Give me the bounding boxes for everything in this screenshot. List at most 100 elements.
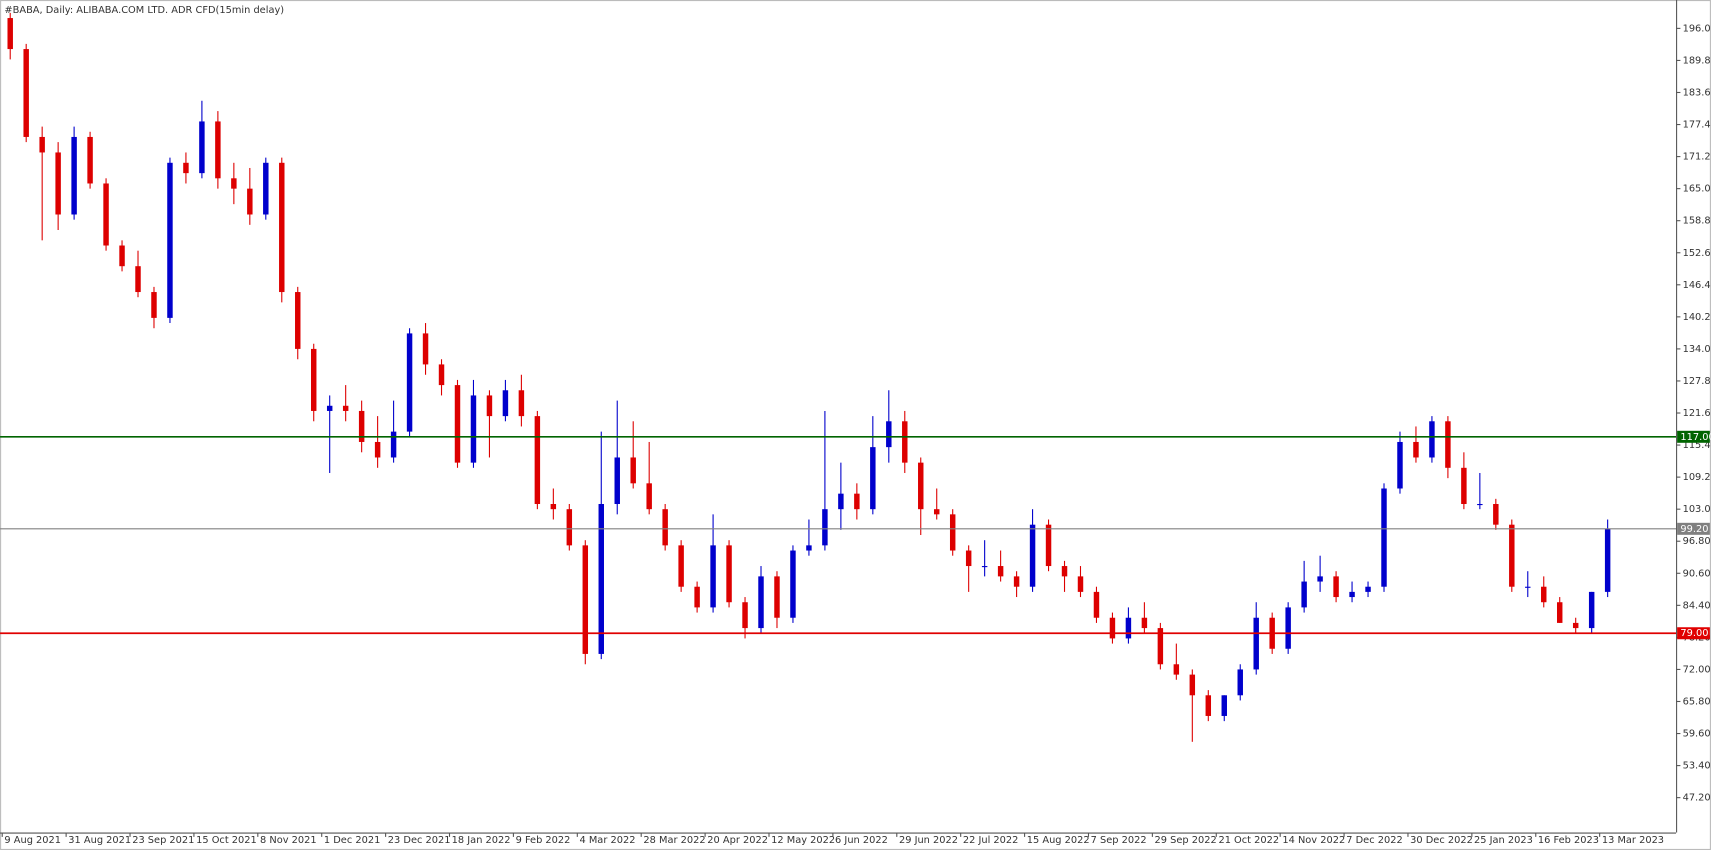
y-tick-label: 152.60	[1683, 248, 1711, 259]
y-tick-label: 96.80	[1683, 536, 1711, 547]
x-tick-label: 29 Sep 2022	[1155, 835, 1217, 846]
candle-body	[997, 566, 1004, 577]
candle-body	[342, 405, 349, 411]
candle-body	[71, 136, 77, 215]
candle-body	[103, 183, 109, 246]
candle-body	[742, 602, 748, 629]
candle-body	[1045, 524, 1052, 567]
candle-body	[1397, 441, 1403, 489]
candle-body	[886, 421, 892, 448]
y-tick-label: 165.00	[1683, 184, 1711, 195]
candle-body	[902, 421, 908, 463]
candle-body	[1556, 602, 1563, 623]
candle-body	[87, 136, 93, 184]
candle-body	[1237, 669, 1243, 696]
x-tick-label: 15 Oct 2021	[196, 835, 257, 846]
y-tick-label: 121.60	[1683, 408, 1711, 419]
x-tick-label: 28 Mar 2022	[643, 835, 705, 846]
candle-body	[1333, 576, 1339, 598]
x-tick-label: 4 Mar 2022	[579, 835, 635, 846]
candle-body	[1509, 524, 1515, 587]
x-tick-label: 9 Feb 2022	[516, 835, 571, 846]
x-tick-label: 6 Jun 2022	[835, 835, 888, 846]
x-tick-label: 23 Sep 2021	[132, 835, 194, 846]
x-tick-label: 8 Nov 2021	[260, 835, 317, 846]
level-label-box	[1677, 522, 1710, 535]
x-tick-label: 23 Dec 2021	[388, 835, 451, 846]
candle-body	[1572, 622, 1579, 629]
x-tick-label: 22 Jul 2022	[963, 835, 1019, 846]
candle-body	[1077, 576, 1084, 592]
y-tick-label: 134.00	[1683, 344, 1711, 355]
candle-body	[55, 152, 61, 215]
level-label: 117.00	[1680, 432, 1711, 443]
candle-body	[374, 441, 381, 458]
x-tick-label: 12 May 2022	[771, 835, 835, 846]
candle-body	[965, 550, 972, 567]
candle-body	[1029, 524, 1036, 587]
y-tick-label: 146.40	[1683, 280, 1711, 291]
candle-body	[119, 245, 125, 267]
candle-body	[1541, 586, 1547, 603]
candle-body	[870, 447, 876, 510]
candle-body	[199, 121, 205, 174]
x-tick-label: 31 Aug 2021	[68, 835, 131, 846]
y-tick-label: 90.60	[1683, 568, 1711, 579]
y-tick-label: 171.20	[1683, 152, 1711, 163]
candle-body	[822, 509, 828, 546]
candle-body	[231, 178, 237, 189]
candle-body	[486, 395, 493, 417]
level-label-box	[1677, 627, 1710, 640]
candle-body	[1349, 591, 1355, 598]
y-tick-label: 127.80	[1683, 376, 1711, 387]
candle-body	[422, 333, 429, 365]
x-tick-label: 29 Jun 2022	[899, 835, 958, 846]
candle-body	[454, 385, 461, 463]
candle-body	[1157, 628, 1164, 665]
candle-body	[1221, 695, 1227, 716]
candle-body	[949, 514, 956, 551]
candle-body	[790, 550, 796, 618]
x-tick-label: 9 Aug 2021	[4, 835, 61, 846]
y-tick-label: 59.60	[1683, 729, 1711, 740]
candle-body	[518, 390, 525, 417]
x-tick-label: 1 Dec 2021	[324, 835, 380, 846]
candle-body	[1429, 421, 1435, 458]
candle-body	[598, 504, 604, 654]
y-tick-label: 53.40	[1683, 761, 1711, 772]
candle-body	[406, 333, 413, 432]
y-tick-label: 140.20	[1683, 312, 1711, 323]
candle-body	[1285, 607, 1291, 649]
candle-body	[582, 545, 589, 654]
candle-body	[295, 292, 301, 349]
y-tick-label: 158.80	[1683, 216, 1711, 227]
candle-body	[1173, 664, 1180, 675]
y-tick-label: 109.20	[1683, 472, 1711, 483]
x-tick-label: 7 Sep 2022	[1091, 835, 1147, 846]
candle-body	[1061, 566, 1068, 577]
candle-body	[614, 457, 620, 505]
candle-body	[534, 416, 541, 505]
candle-body	[726, 545, 732, 603]
candle-body	[1109, 617, 1116, 639]
y-tick-label: 47.20	[1683, 793, 1711, 804]
x-tick-label: 15 Aug 2022	[1027, 835, 1090, 846]
candle-body	[1381, 488, 1387, 587]
candle-body	[39, 136, 45, 153]
y-tick-label: 196.00	[1683, 23, 1711, 34]
candle-body	[1525, 586, 1531, 588]
candle-body	[279, 162, 285, 293]
candle-body	[758, 576, 764, 629]
candle-body	[263, 162, 269, 215]
level-label-box	[1677, 430, 1710, 443]
candle-body	[326, 405, 333, 411]
candle-body	[215, 121, 221, 179]
x-tick-label: 7 Dec 2022	[1346, 835, 1402, 846]
candle-body	[566, 509, 573, 546]
x-tick-label: 18 Jan 2022	[452, 835, 511, 846]
candle-body	[550, 504, 557, 510]
x-tick-label: 16 Feb 2023	[1538, 835, 1599, 846]
candle-body	[1013, 576, 1020, 587]
candle-body	[358, 410, 365, 442]
